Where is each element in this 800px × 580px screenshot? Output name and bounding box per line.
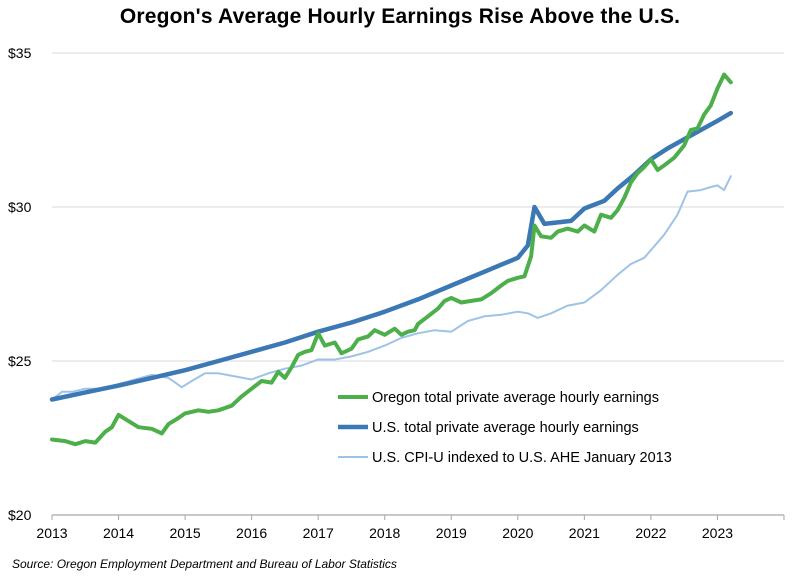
chart-title: Oregon's Average Hourly Earnings Rise Ab… [119, 5, 681, 28]
series-line-2 [51, 175, 732, 401]
legend-label-1: U.S. total private average hourly earnin… [372, 420, 639, 436]
x-tick-label: 2015 [170, 525, 201, 541]
x-tick-label: 2018 [369, 525, 400, 541]
y-tick-label: $35 [8, 45, 32, 61]
x-tick-label: 2017 [303, 525, 334, 541]
series-line-0 [50, 72, 733, 447]
y-tick-label: $30 [8, 199, 32, 215]
gridlines [52, 52, 784, 362]
x-tick-label: 2016 [236, 525, 267, 541]
x-tick-label: 2013 [36, 525, 67, 541]
series-lines [49, 72, 734, 447]
series-line-1 [49, 110, 734, 402]
x-tick-label: 2021 [569, 525, 600, 541]
x-tick-label: 2019 [436, 525, 467, 541]
axes: $20 $25 $30 $35 2013 2014 2015 2016 2017 2018 2019… [8, 45, 785, 541]
x-tick-label: 2014 [103, 525, 134, 541]
x-tick-label: 2023 [702, 525, 733, 541]
y-tick-label: $20 [8, 507, 32, 523]
y-tick-label: $25 [8, 353, 32, 369]
legend: Oregon total private average hourly earn… [338, 390, 672, 466]
legend-label-2: U.S. CPI-U indexed to U.S. AHE January 2… [372, 450, 672, 466]
x-tick-label: 2022 [635, 525, 666, 541]
legend-label-0: Oregon total private average hourly earn… [372, 390, 659, 406]
source-note: Source: Oregon Employment Department and… [12, 557, 397, 571]
x-tick-label: 2020 [502, 525, 533, 541]
